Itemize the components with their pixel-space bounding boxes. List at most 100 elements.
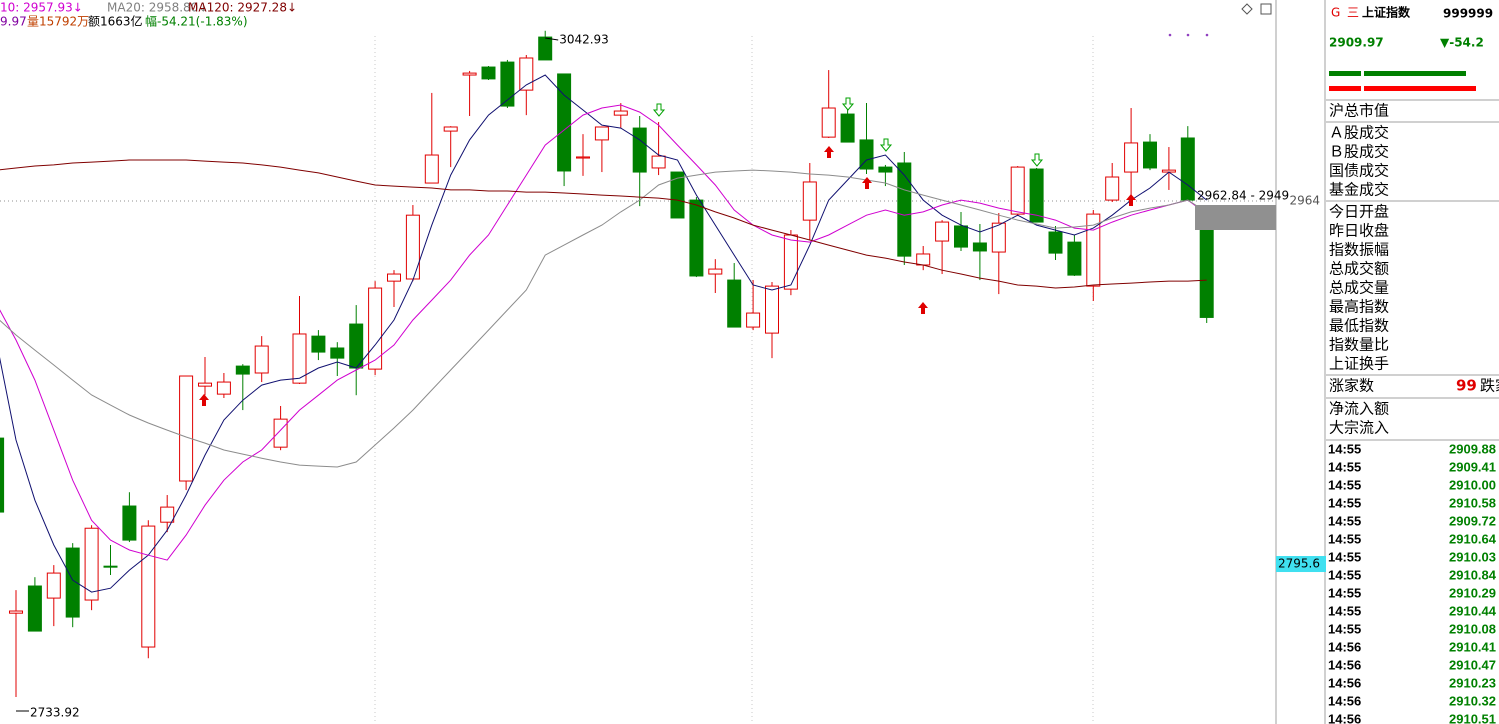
candle-body — [27, 585, 42, 632]
candle-body — [840, 113, 855, 143]
info-panel: G 三 上证指数 999999 2909.97 ▼-54.2 99 跌家 沪总市… — [1326, 0, 1499, 724]
candle-body — [765, 285, 779, 334]
tick-time: 14:56 — [1328, 639, 1361, 654]
candle-body — [179, 375, 194, 482]
candle-body — [160, 506, 175, 523]
tick-time: 14:55 — [1328, 513, 1361, 528]
tick-time: 14:55 — [1328, 549, 1361, 564]
candle-body — [670, 171, 685, 219]
stat-label: Ｂ股成交 — [1329, 143, 1389, 161]
candle-body — [689, 199, 704, 277]
tick-price: 2910.03 — [1449, 549, 1496, 564]
candle-body — [632, 127, 647, 173]
candle-body — [802, 181, 817, 221]
buy-signal — [1126, 194, 1136, 206]
candle-body — [462, 72, 477, 76]
tick-time: 14:55 — [1328, 495, 1361, 510]
bar — [1329, 86, 1361, 91]
tick-price: 2910.08 — [1449, 621, 1496, 636]
candle-body — [405, 214, 420, 280]
menu-icon[interactable]: 三 — [1347, 6, 1359, 20]
stat-label: 总成交量 — [1329, 279, 1389, 297]
sell-signal — [652, 103, 666, 117]
stat-label: Ａ股成交 — [1329, 124, 1389, 142]
candle-body — [1067, 241, 1082, 276]
candle-body — [727, 279, 742, 328]
candle-body — [235, 365, 250, 375]
window-icon[interactable] — [1260, 3, 1272, 15]
candle-body — [330, 347, 345, 359]
candle-body — [916, 253, 931, 266]
candle-body — [878, 166, 893, 173]
bar — [1364, 86, 1476, 91]
stat-label: 基金成交 — [1329, 181, 1389, 199]
rise-count: 99 — [1456, 377, 1477, 395]
tick-time: 14:55 — [1328, 459, 1361, 474]
candle-body — [424, 154, 439, 184]
stat-label: 指数量比 — [1329, 336, 1389, 354]
dot — [1168, 33, 1172, 37]
tick-time: 14:55 — [1328, 567, 1361, 582]
stat-label: 沪总市值 — [1329, 102, 1389, 120]
cursor-label: 2795.6 — [1278, 557, 1320, 571]
range-label: 2962.84 - 2949 — [1197, 189, 1289, 203]
price: 2909.97 — [1329, 36, 1384, 50]
tick-price: 2910.44 — [1449, 603, 1497, 618]
candle-body — [1124, 142, 1139, 173]
tick-price: 2910.51 — [1449, 711, 1496, 724]
tick-price: 2910.41 — [1449, 639, 1496, 654]
candle-body — [538, 36, 553, 61]
tick-time: 14:56 — [1328, 711, 1361, 724]
diamond-icon[interactable] — [1241, 3, 1253, 15]
candle-body — [991, 222, 1006, 253]
candle-body — [859, 139, 874, 170]
candle-body — [613, 110, 628, 116]
stat-label: 昨日收盘 — [1329, 222, 1389, 240]
quote-info: 量15792万 — [27, 15, 89, 29]
tick-time: 14:56 — [1328, 693, 1361, 708]
stat-label: 涨家数 — [1329, 377, 1374, 395]
candle-body — [122, 505, 137, 541]
panel-bg — [1326, 0, 1499, 724]
tick-price: 2910.84 — [1449, 567, 1497, 582]
candle-body — [954, 225, 968, 248]
stat-label: 最高指数 — [1329, 298, 1389, 316]
candle-body — [935, 221, 950, 242]
badge: G — [1331, 6, 1340, 20]
tick-time: 14:55 — [1328, 621, 1361, 636]
candle-body — [783, 234, 798, 290]
tick-price: 2910.00 — [1449, 477, 1496, 492]
high-label: 3042.93 — [559, 33, 609, 47]
buy-signal — [918, 302, 928, 314]
tick-price: 2910.23 — [1449, 675, 1496, 690]
tick-price: 2910.29 — [1449, 585, 1496, 600]
index-name: 上证指数 — [1362, 5, 1411, 20]
cursor-box — [1276, 556, 1326, 573]
separators — [1326, 99, 1499, 441]
candle-body — [557, 73, 572, 172]
tick-price: 2909.41 — [1449, 459, 1496, 474]
stat-label: 最低指数 — [1329, 317, 1389, 335]
tick-time: 14:56 — [1328, 657, 1361, 672]
sell-signal — [879, 138, 893, 152]
candle-body — [103, 565, 118, 568]
tick-price: 2910.32 — [1449, 693, 1496, 708]
low-label: 2733.92 — [30, 706, 80, 720]
candle-body — [0, 437, 5, 513]
candle-body — [1105, 176, 1120, 201]
candle-body — [311, 335, 326, 353]
tick-time: 14:55 — [1328, 441, 1361, 456]
buy-signal — [824, 146, 834, 158]
candle-body — [972, 242, 987, 252]
candle-body — [1029, 168, 1044, 223]
tick-time: 14:55 — [1328, 585, 1361, 600]
candle-body — [387, 273, 401, 282]
candle-body — [651, 155, 666, 169]
stat-label: 国债成交 — [1329, 162, 1389, 180]
sell-signal — [841, 97, 855, 111]
range-box — [1195, 205, 1276, 230]
fall-label: 跌家 — [1480, 377, 1499, 395]
stat-label: 总成交额 — [1329, 260, 1389, 278]
